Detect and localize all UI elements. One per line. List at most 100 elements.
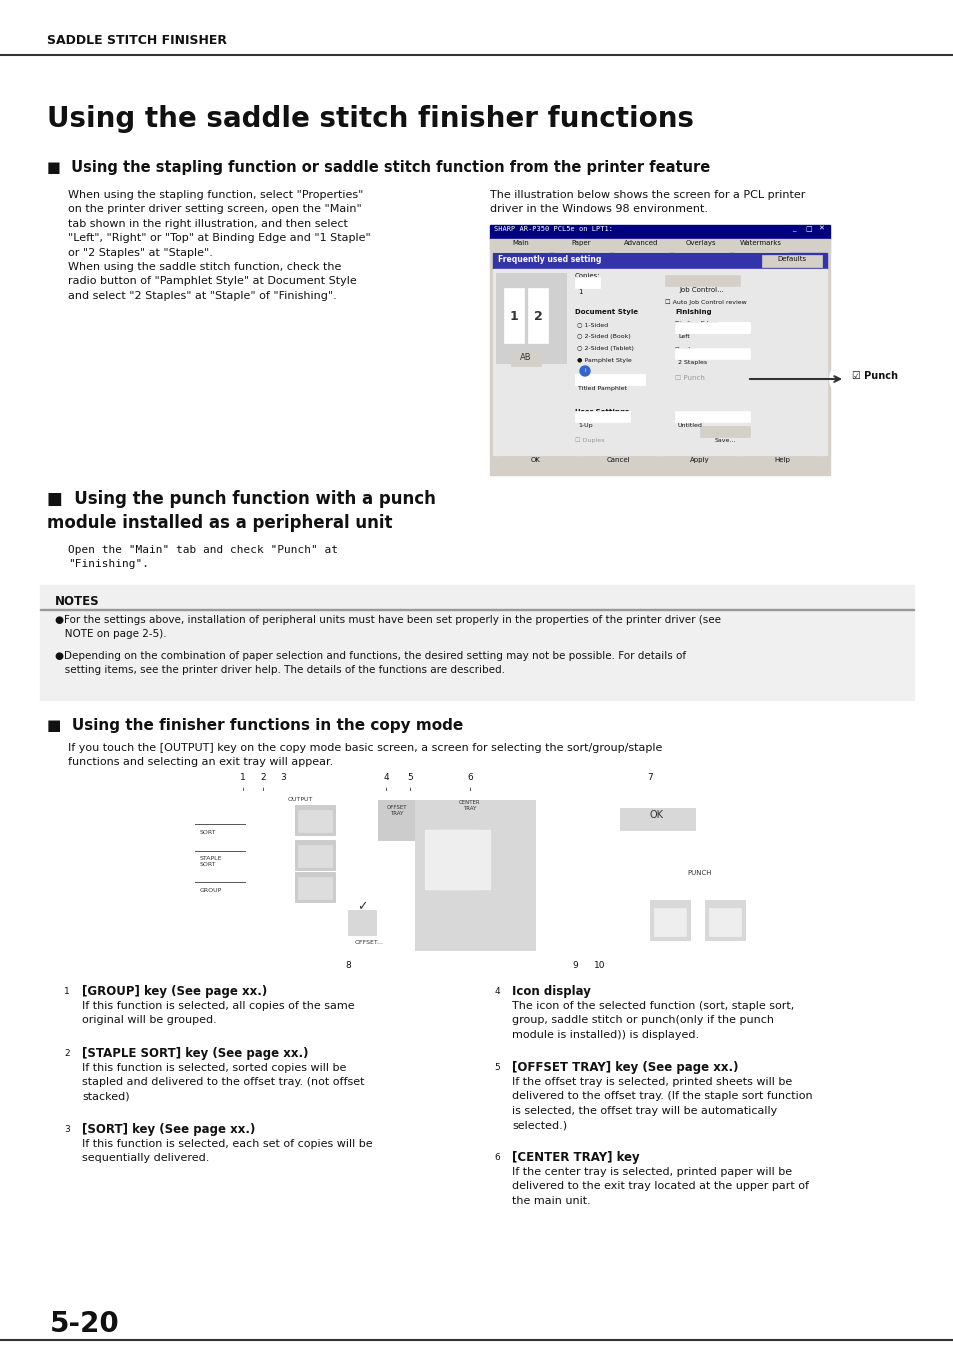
Text: 6: 6 [467, 774, 473, 782]
Text: 1-Up: 1-Up [578, 423, 592, 428]
Bar [554, 239, 608, 253]
Text: When using the stapling function, select "Properties"
on the printer driver sett: When using the stapling function, select… [68, 190, 371, 301]
Text: OUTPUT: OUTPUT [287, 797, 313, 802]
Text: Paper: Paper [571, 240, 590, 246]
Text: 2: 2 [533, 311, 542, 323]
Text: If this function is selected, sorted copies will be
stapled and delivered to the: If this function is selected, sorted cop… [82, 1063, 364, 1102]
Bar [348, 911, 375, 935]
Text: □: □ [804, 226, 811, 232]
Bar [663, 457, 735, 469]
Bar [675, 349, 749, 359]
Bar [415, 800, 535, 950]
Text: 2: 2 [64, 1050, 70, 1058]
Text: 1: 1 [64, 988, 70, 997]
Bar [194, 790, 820, 961]
Text: ✕: ✕ [817, 226, 823, 232]
Text: SHARP AR-P350 PCL5e on LPT1:: SHARP AR-P350 PCL5e on LPT1: [494, 226, 613, 232]
Text: Defaults: Defaults [777, 255, 805, 262]
Text: ☐ Punch: ☐ Punch [675, 376, 704, 381]
Text: PUNCH: PUNCH [687, 870, 712, 875]
Text: Save...: Save... [714, 438, 735, 443]
Text: i: i [583, 369, 585, 373]
Text: 4: 4 [383, 774, 389, 782]
Circle shape [59, 984, 75, 1000]
Text: Untitled: Untitled [678, 423, 702, 428]
Circle shape [489, 1150, 504, 1166]
Bar [761, 255, 821, 267]
Bar [614, 239, 668, 253]
Text: module installed as a peripheral unit: module installed as a peripheral unit [47, 513, 392, 532]
Circle shape [338, 957, 356, 974]
Text: 1: 1 [578, 289, 582, 295]
Text: OK: OK [531, 457, 540, 463]
Bar [575, 374, 644, 385]
Text: User Settings: User Settings [575, 409, 629, 415]
Bar [294, 840, 335, 870]
Text: The illustration below shows the screen for a PCL printer
driver in the Windows : The illustration below shows the screen … [490, 190, 804, 215]
Bar [494, 239, 548, 253]
Text: Using the saddle stitch finisher functions: Using the saddle stitch finisher functio… [47, 105, 693, 132]
Text: GROUP: GROUP [200, 888, 222, 893]
Bar [649, 900, 689, 940]
Bar [704, 900, 744, 940]
Text: Cancel: Cancel [605, 457, 629, 463]
Text: [CENTER TRAY] key: [CENTER TRAY] key [512, 1151, 639, 1165]
Bar [433, 830, 482, 890]
Circle shape [400, 769, 418, 788]
Text: Staple:: Staple: [675, 347, 697, 353]
Ellipse shape [829, 351, 919, 407]
Text: 9: 9 [572, 961, 578, 970]
Bar [499, 457, 572, 469]
Bar [490, 239, 829, 253]
Bar [377, 800, 416, 840]
Bar [40, 585, 913, 700]
Bar [503, 288, 523, 343]
Bar [745, 457, 817, 469]
Text: CENTER
TRAY: CENTER TRAY [458, 800, 480, 811]
Text: Apply: Apply [689, 457, 709, 463]
Text: ●Depending on the combination of paper selection and functions, the desired sett: ●Depending on the combination of paper s… [55, 651, 685, 676]
Text: SORT: SORT [200, 830, 216, 835]
Bar [294, 805, 335, 835]
Text: Binding Edge:: Binding Edge: [675, 322, 718, 326]
Bar [511, 351, 540, 366]
Text: 3: 3 [280, 774, 286, 782]
Bar [490, 226, 829, 239]
Text: If you touch the [OUTPUT] key on the copy mode basic screen, a screen for select: If you touch the [OUTPUT] key on the cop… [68, 743, 661, 767]
Bar [297, 844, 332, 867]
Text: 8: 8 [345, 961, 351, 970]
Bar [297, 877, 332, 898]
Circle shape [233, 769, 252, 788]
Circle shape [489, 984, 504, 1000]
Text: 1: 1 [509, 311, 517, 323]
Circle shape [565, 957, 583, 974]
Bar [619, 808, 695, 830]
Text: 5: 5 [407, 774, 413, 782]
Text: Job Control...: Job Control... [679, 286, 723, 293]
Text: 3: 3 [64, 1125, 70, 1135]
Text: AB: AB [519, 353, 531, 362]
Bar [527, 288, 547, 343]
Text: Titled Pamphlet: Titled Pamphlet [578, 386, 626, 390]
Bar [297, 811, 332, 832]
Text: 1: 1 [240, 774, 246, 782]
Text: OK: OK [649, 811, 663, 820]
Text: 6: 6 [494, 1154, 499, 1162]
Text: Watermarks: Watermarks [740, 240, 781, 246]
Bar [294, 871, 335, 902]
Text: If the center tray is selected, printed paper will be
delivered to the exit tray: If the center tray is selected, printed … [512, 1167, 808, 1206]
Circle shape [253, 769, 272, 788]
Circle shape [579, 366, 589, 376]
Bar [733, 239, 788, 253]
Text: If this function is selected, all copies of the same
original will be grouped.: If this function is selected, all copies… [82, 1001, 355, 1025]
Bar [664, 276, 740, 286]
Circle shape [59, 1121, 75, 1138]
Text: ☑ Punch: ☑ Punch [851, 372, 897, 381]
Text: [STAPLE SORT] key (See page xx.): [STAPLE SORT] key (See page xx.) [82, 1047, 308, 1061]
Text: ○ 1-Sided: ○ 1-Sided [577, 322, 607, 327]
Circle shape [274, 769, 292, 788]
Text: Advanced: Advanced [623, 240, 658, 246]
Text: 7: 7 [646, 774, 652, 782]
Bar [490, 239, 829, 476]
Text: Overlays: Overlays [685, 240, 716, 246]
